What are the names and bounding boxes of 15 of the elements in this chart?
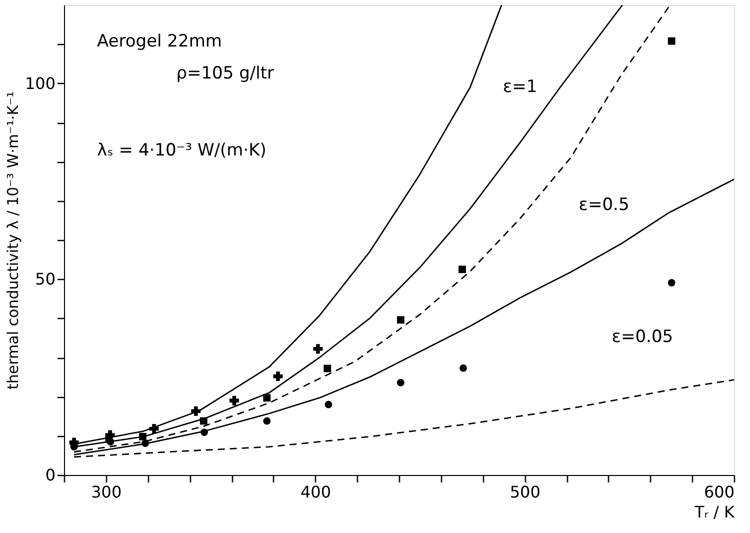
annotation: ε=1: [502, 76, 538, 97]
x-axis-title: Tᵣ / K: [694, 502, 736, 522]
y-tick-label: 0: [45, 466, 56, 484]
x-tick-label: 400: [300, 482, 332, 502]
annotation: ε=0.05: [612, 327, 674, 348]
annotation: ρ=105 g/ltr: [176, 63, 274, 84]
annotation: Aerogel 22mm: [97, 31, 222, 52]
x-tick-label: 300: [91, 482, 122, 502]
y-axis-title: thermal conductivity λ / 10⁻³ W·m⁻¹·K⁻¹: [4, 91, 22, 390]
y-tick-label: 100: [24, 74, 56, 93]
x-tick-label: 600: [704, 482, 734, 502]
y-tick-label: 50: [35, 270, 56, 289]
annotation: λₛ = 4·10⁻³ W/(m·K): [97, 140, 266, 161]
x-tick-label: 500: [510, 482, 540, 502]
annotation: ε=0.5: [578, 195, 630, 216]
